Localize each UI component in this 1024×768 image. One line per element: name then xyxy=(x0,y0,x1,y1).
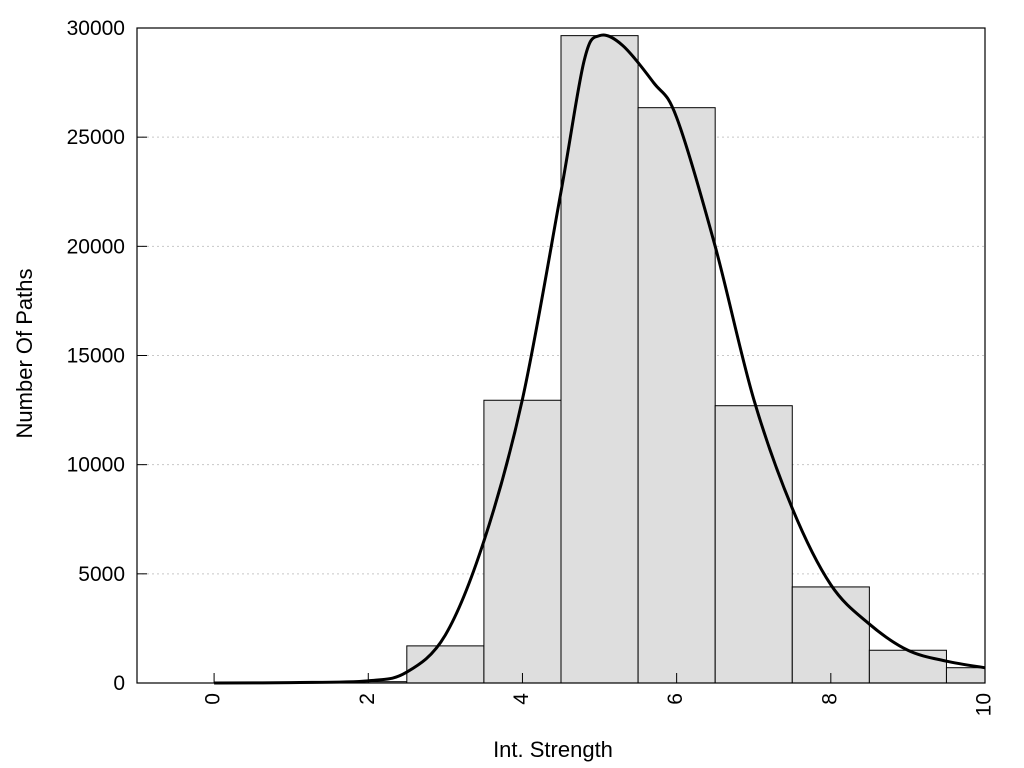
histogram-bar xyxy=(714,405,793,684)
histogram-bar xyxy=(868,649,947,684)
y-axis-ticks: 0 5000 10000 15000 20000 25000 30000 xyxy=(67,17,147,695)
y-tick-label: 15000 xyxy=(67,345,125,368)
histogram-bar xyxy=(637,107,716,684)
y-tick-label: 5000 xyxy=(78,563,125,586)
x-tick-label: 6 xyxy=(664,693,687,705)
x-tick-label: 2 xyxy=(356,693,379,705)
y-tick-label: 20000 xyxy=(67,235,125,258)
x-tick-label: 10 xyxy=(973,693,996,716)
grid-layer xyxy=(137,136,985,575)
x-tick-label: 8 xyxy=(818,693,841,705)
x-tick-label: 4 xyxy=(510,693,533,705)
y-tick-label: 25000 xyxy=(67,126,125,149)
density-curve xyxy=(214,33,986,685)
y-axis-title: Number Of Paths xyxy=(12,269,37,439)
x-tick-label: 0 xyxy=(202,693,225,705)
curve-layer xyxy=(214,33,986,685)
x-axis-title: Int. Strength xyxy=(493,737,613,762)
histogram-bar xyxy=(483,399,562,684)
y-tick-label: 0 xyxy=(113,672,125,695)
bars-layer xyxy=(329,35,986,684)
histogram-bar xyxy=(945,667,986,684)
histogram-bar xyxy=(791,586,870,684)
x-axis-ticks: 0 2 4 6 8 10 xyxy=(202,673,996,716)
y-tick-label: 10000 xyxy=(67,454,125,477)
y-tick-label: 30000 xyxy=(67,17,125,40)
